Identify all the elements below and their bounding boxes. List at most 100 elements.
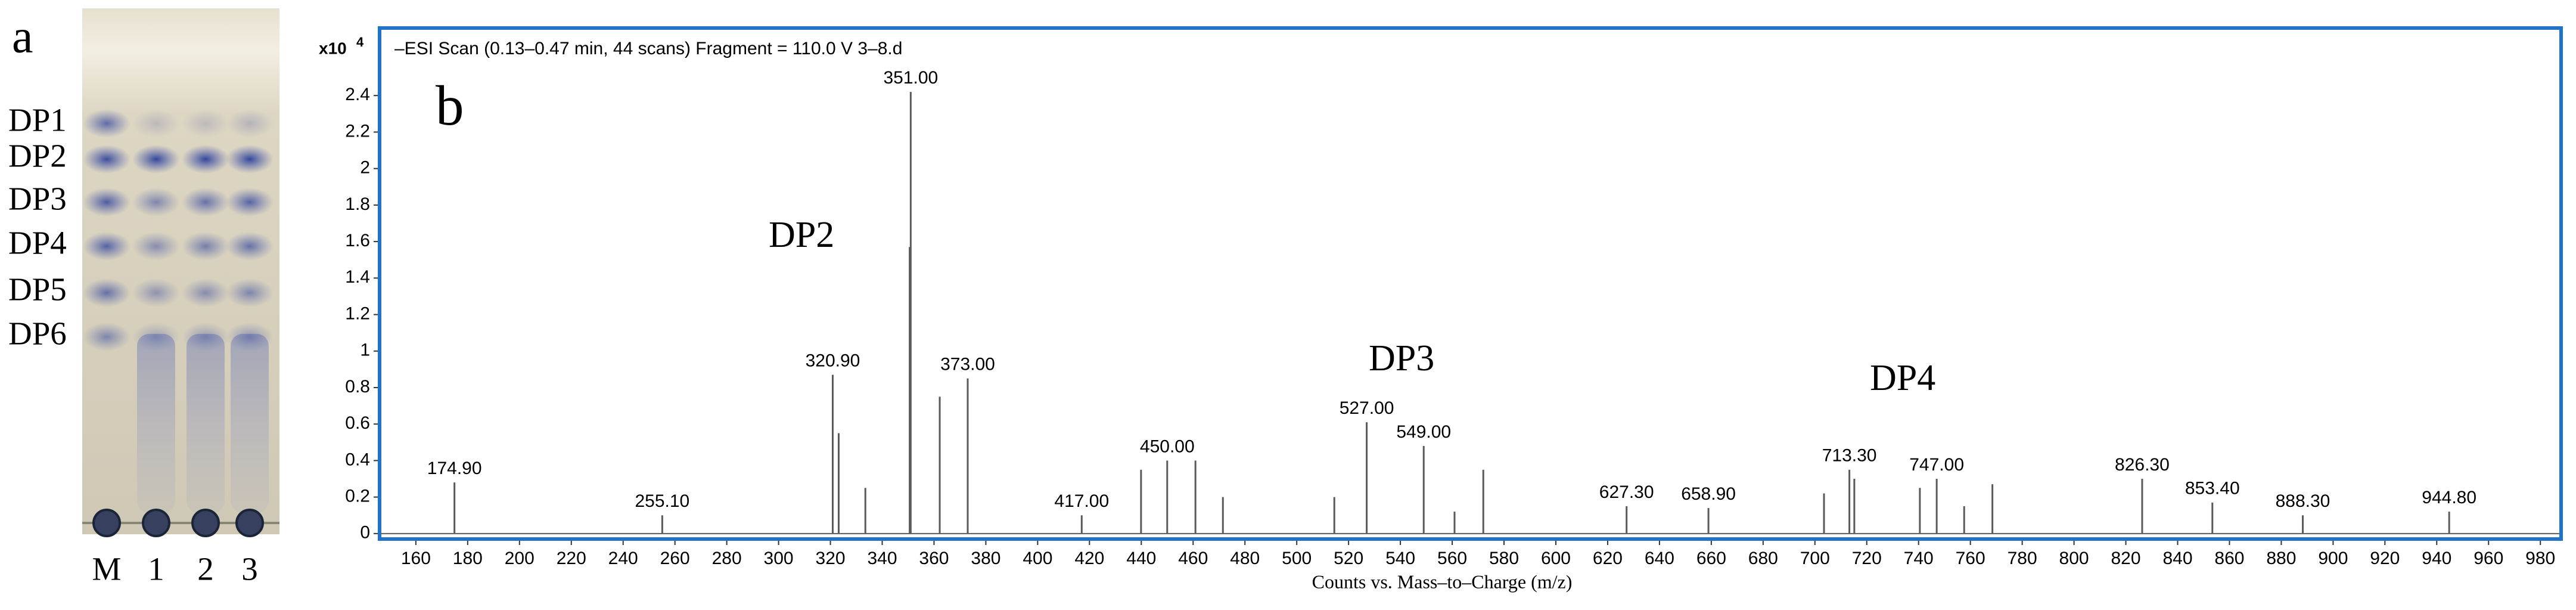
y-scale-base: x10 — [319, 39, 347, 57]
origin-spot — [235, 509, 264, 537]
x-tick-label: 580 — [1489, 549, 1519, 568]
spot — [182, 188, 229, 216]
band-label: DP2 — [8, 138, 67, 174]
lane-label: 2 — [197, 551, 214, 587]
spot — [132, 109, 180, 138]
spot — [83, 323, 130, 351]
spot — [226, 188, 274, 216]
y-tick-label: 1.2 — [345, 304, 370, 323]
x-tick-label: 540 — [1385, 549, 1415, 568]
y-tick-label: 0.6 — [345, 413, 370, 433]
x-tick-label: 900 — [2318, 549, 2348, 568]
x-tick-label: 220 — [557, 549, 586, 568]
y-tick-label: 1.6 — [345, 231, 370, 250]
peak-label: 826.30 — [2115, 455, 2170, 475]
peak-label: 255.10 — [635, 491, 689, 511]
x-tick-label: 980 — [2525, 549, 2555, 568]
origin-spot — [142, 509, 170, 537]
x-tick-label: 720 — [1852, 549, 1882, 568]
x-tick-label: 320 — [816, 549, 846, 568]
x-tick-label: 300 — [764, 549, 794, 568]
band-label: DP5 — [8, 271, 67, 308]
band-label: DP3 — [8, 181, 67, 217]
x-tick-label: 920 — [2370, 549, 2400, 568]
spot — [132, 188, 180, 216]
x-tick-label: 420 — [1074, 549, 1104, 568]
peak-label: 417.00 — [1054, 491, 1109, 511]
x-tick-label: 360 — [919, 549, 949, 568]
lane-label: 3 — [241, 551, 258, 587]
x-tick-label: 180 — [453, 549, 483, 568]
spot — [226, 109, 274, 138]
x-tick-label: 700 — [1800, 549, 1830, 568]
x-tick-label: 800 — [2059, 549, 2089, 568]
spot — [226, 145, 274, 174]
spot — [226, 232, 274, 261]
x-tick-label: 260 — [660, 549, 690, 568]
x-tick-label: 940 — [2422, 549, 2451, 568]
lane-label: M — [92, 551, 122, 587]
x-tick-label: 160 — [401, 549, 431, 568]
peak-label: 373.00 — [940, 355, 995, 374]
y-tick-label: 1 — [360, 340, 370, 360]
peak-label: 747.00 — [1909, 455, 1964, 475]
spot — [182, 323, 229, 351]
plot-frame — [378, 26, 2563, 541]
panel-label: b — [436, 74, 464, 137]
spot — [132, 145, 180, 174]
band-label: DP1 — [8, 102, 67, 138]
spot — [83, 278, 130, 307]
y-scale-exponent: 4 — [356, 35, 364, 49]
x-tick-label: 280 — [712, 549, 742, 568]
y-tick-label: 2.2 — [345, 121, 370, 141]
scan-header: –ESI Scan (0.13–0.47 min, 44 scans) Frag… — [394, 39, 902, 58]
y-tick-label: 1.8 — [345, 194, 370, 214]
spot — [83, 188, 130, 216]
peak-label: 853.40 — [2185, 479, 2240, 498]
peak-label: 944.80 — [2422, 488, 2476, 507]
x-tick-label: 620 — [1593, 549, 1623, 568]
peak-label: 658.90 — [1681, 484, 1736, 504]
spot — [182, 278, 229, 307]
x-tick-label: 760 — [1956, 549, 1985, 568]
y-tick-label: 0.8 — [345, 377, 370, 397]
origin-spot — [191, 509, 220, 537]
spot — [182, 232, 229, 261]
panel-label: a — [12, 10, 33, 63]
spot — [83, 109, 130, 138]
lane-smear — [137, 334, 175, 513]
peak-label: 174.90 — [427, 459, 482, 478]
annotation: DP2 — [769, 215, 834, 255]
x-tick-label: 500 — [1282, 549, 1312, 568]
lane-label: 1 — [148, 551, 164, 587]
spot — [132, 278, 180, 307]
x-axis-title: Counts vs. Mass–to–Charge (m/z) — [1312, 571, 1573, 592]
y-tick-label: 2 — [360, 158, 370, 178]
band-label: DP6 — [8, 315, 67, 352]
y-tick-label: 0 — [360, 523, 370, 543]
lane-smear — [231, 334, 269, 513]
x-tick-label: 200 — [505, 549, 535, 568]
spot — [226, 323, 274, 351]
x-tick-label: 860 — [2214, 549, 2244, 568]
annotation: DP4 — [1870, 358, 1935, 398]
spot — [132, 232, 180, 261]
peak-label: 627.30 — [1599, 482, 1654, 502]
x-tick-label: 380 — [971, 549, 1000, 568]
peak-label: 351.00 — [883, 68, 938, 88]
peak-label: 450.00 — [1140, 436, 1195, 456]
spot — [132, 323, 180, 351]
x-tick-label: 640 — [1645, 549, 1674, 568]
x-tick-label: 840 — [2162, 549, 2192, 568]
y-tick-label: 1.4 — [345, 267, 370, 287]
y-tick-label: 0.2 — [345, 487, 370, 506]
x-tick-label: 680 — [1748, 549, 1778, 568]
spectrum-panel: b –ESI Scan (0.13–0.47 min, 44 scans) Fr… — [319, 26, 2563, 592]
x-tick-label: 240 — [608, 549, 638, 568]
peak-label: 713.30 — [1822, 446, 1877, 466]
x-tick-label: 660 — [1696, 549, 1726, 568]
origin-spot — [92, 509, 121, 537]
spot — [83, 232, 130, 261]
